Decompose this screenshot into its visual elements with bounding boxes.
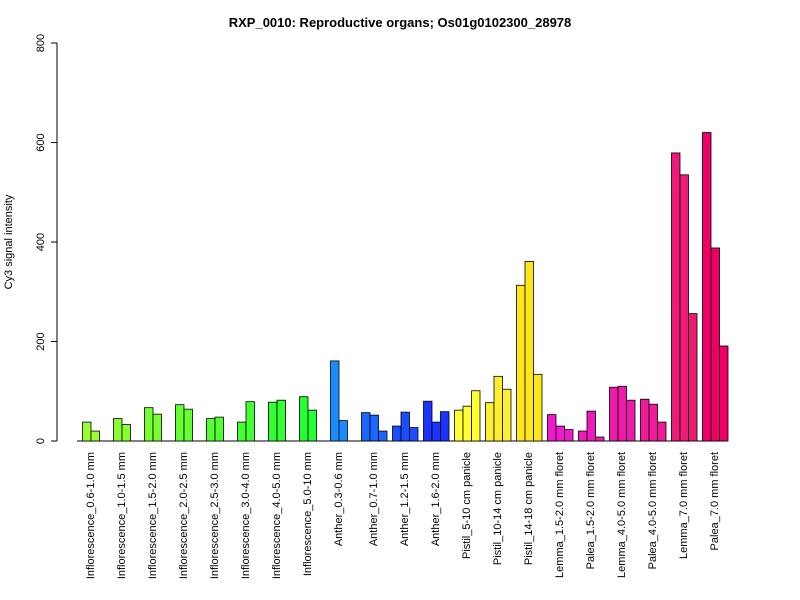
x-tick-label: Lemma_7.0 mm floret — [678, 452, 690, 559]
bar — [679, 174, 689, 442]
bar — [524, 260, 534, 442]
bar — [485, 402, 495, 442]
x-tick-label: Inflorescence_2.0-2.5 mm — [178, 452, 190, 579]
bar — [640, 398, 650, 442]
bar — [648, 403, 658, 442]
x-tick-label: Lemma_1.5-2.0 mm floret — [554, 452, 566, 578]
bar — [400, 411, 410, 442]
bar — [268, 401, 278, 442]
x-tick-label: Anther_1.2-1.5 mm — [399, 452, 411, 546]
bar — [547, 414, 557, 442]
y-tick-label: 800 — [35, 34, 47, 52]
x-tick-label: Pistil_5-10 cm panicle — [461, 452, 473, 559]
x-tick-label: Palea_1.5-2.0 mm floret — [585, 452, 597, 569]
bar — [671, 152, 681, 442]
bar — [595, 436, 605, 442]
bar — [214, 416, 224, 442]
bar — [423, 400, 433, 442]
bars — [82, 132, 729, 442]
bar — [206, 418, 216, 442]
bar — [454, 409, 464, 442]
bar — [152, 413, 162, 442]
bar — [609, 386, 619, 442]
bar — [719, 345, 729, 442]
bar — [330, 360, 340, 442]
bar — [409, 427, 419, 442]
bar — [516, 284, 526, 442]
bar — [378, 430, 388, 442]
bar — [307, 409, 317, 442]
x-tick-label: Palea_4.0-5.0 mm floret — [647, 452, 659, 569]
bar — [533, 373, 543, 442]
bar — [361, 412, 371, 442]
bar — [82, 421, 92, 442]
x-tick-label: Inflorescence_5.0-10 mm — [302, 452, 314, 576]
bar — [578, 430, 588, 442]
x-tick-label: Anther_1.6-2.0 mm — [430, 452, 442, 546]
bar — [555, 425, 565, 442]
bar — [564, 429, 574, 442]
x-tick-label: Pistil_14-18 cm panicle — [523, 452, 535, 565]
x-tick-label: Anther_0.3-0.6 mm — [333, 452, 345, 546]
bar — [392, 425, 402, 442]
bar — [144, 407, 154, 442]
bar — [617, 385, 627, 442]
bar — [121, 424, 131, 442]
x-tick-labels: Inflorescence_0.6-1.0 mm Inflorescence_1.… — [85, 452, 721, 579]
x-tick-label: Inflorescence_1.0-1.5 mm — [116, 452, 128, 579]
bar — [493, 375, 503, 442]
bar — [657, 421, 667, 442]
y-tick-label: 400 — [35, 233, 47, 251]
x-tick-label: Inflorescence_3.0-4.0 mm — [240, 452, 252, 579]
x-tick-label: Anther_0.7-1.0 mm — [368, 452, 380, 546]
bar — [183, 408, 193, 442]
y-axis-label: Cy3 signal intensity — [3, 194, 15, 289]
bar — [175, 404, 185, 442]
bar — [299, 396, 309, 442]
chart-title: RXP_0010: Reproductive organs; Os01g0102… — [229, 15, 572, 30]
x-tick-label: Inflorescence_0.6-1.0 mm — [85, 452, 97, 579]
y-tick-label: 600 — [35, 133, 47, 151]
bar — [245, 401, 255, 442]
x-tick-label: Pistil_10-14 cm panicle — [492, 452, 504, 565]
bar — [113, 418, 123, 442]
bar — [626, 399, 636, 442]
bar — [431, 421, 441, 442]
bar — [237, 421, 247, 442]
bar — [702, 132, 712, 442]
bar — [276, 399, 286, 442]
bar — [440, 411, 450, 442]
x-tick-label: Inflorescence_2.5-3.0 mm — [209, 452, 221, 579]
x-tick-label: Inflorescence_4.0-5.0 mm — [271, 452, 283, 579]
bar — [586, 410, 596, 442]
bar — [710, 247, 720, 442]
bar — [471, 390, 481, 442]
y-axis: 0 200 400 600 800 — [35, 34, 58, 444]
y-tick-label: 0 — [35, 438, 47, 444]
bar — [90, 430, 100, 442]
bar — [338, 420, 348, 442]
x-tick-label: Palea_7.0 mm floret — [709, 452, 721, 550]
x-tick-label: Lemma_4.0-5.0 mm floret — [616, 452, 628, 578]
bar — [688, 313, 698, 442]
x-tick-label: Inflorescence_1.5-2.0 mm — [147, 452, 159, 579]
y-tick-label: 200 — [35, 332, 47, 350]
bar — [462, 405, 472, 442]
bar — [369, 414, 379, 442]
bar — [502, 388, 512, 442]
